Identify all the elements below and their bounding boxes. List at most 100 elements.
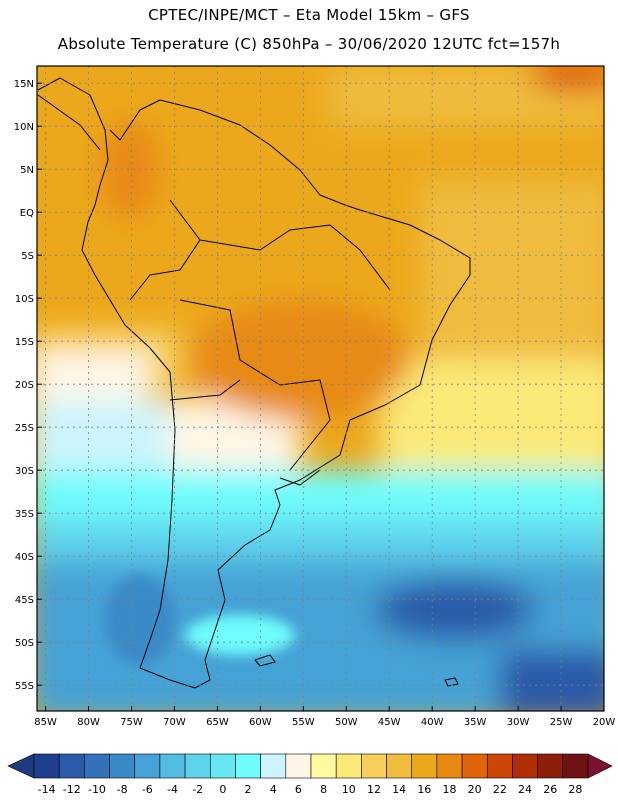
border-uruguay [279,469,321,486]
lon-tick-label: 85W [34,717,57,728]
lon-tick-label: 20W [593,717,616,728]
lat-tick-label: 50S [15,638,34,649]
field-pacific-cream [37,350,150,405]
colorbar-label: 12 [367,783,381,796]
field-atlantic-yellow [380,360,604,480]
colorbar-label: -14 [38,783,56,796]
coastlines [37,77,471,689]
border-central [179,299,331,471]
lon-tick-label: 50W [335,717,358,728]
lat-tick-label: 25S [15,423,34,434]
border-west [129,199,201,301]
lat-tick-label: 30S [15,466,34,477]
title-line-1: CPTEC/INPE/MCT – Eta Model 15km – GFS [148,6,470,24]
colorbar-cell [411,753,438,779]
temperature-field [37,66,604,711]
colorbar-cell [310,753,337,779]
colorbar-label: 20 [468,783,482,796]
lon-tick-label: 55W [292,717,315,728]
lat-tick-label: EQ [20,208,34,219]
colorbar-cells [7,753,613,779]
colorbar-cell [335,753,362,779]
gridlines [37,66,605,711]
colorbar-label: -6 [142,783,153,796]
colorbar-label: 10 [342,783,356,796]
colorbar-label: 14 [392,783,406,796]
field-warm-interior [190,300,410,420]
lat-tick-label: 45S [15,595,34,606]
colorbar-label: -10 [88,783,106,796]
field-chile-cold [105,575,175,665]
lat-tick-label: 15S [15,337,34,348]
colorbar-cell [134,753,161,779]
colorbar-cell [33,753,60,779]
colorbar-label: 16 [417,783,431,796]
colorbar-cell [537,753,564,779]
lat-tick-label: 55S [15,681,34,692]
colorbar-label: 8 [320,783,327,796]
colorbar-cell [235,753,261,779]
colorbar-label: -8 [117,783,128,796]
colorbar-label: -2 [192,783,203,796]
border-north [199,224,391,291]
field-patagonia-cyan [185,615,295,655]
lon-tick-label: 45W [378,717,401,728]
lat-tick-label: 40S [15,552,34,563]
colorbar-cell [285,753,312,779]
colorbar-cell [386,753,413,779]
lon-tick-label: 65W [206,717,229,728]
colorbar-cell [58,753,85,779]
colorbar-cell [159,753,186,779]
lat-tick-label: 15N [14,79,34,90]
falklands [254,654,276,667]
field-pacific-light [37,400,170,480]
colorbar-labels: -14 -12 -10 -8 -6 -4 -2 0 2 4 6 8 10 12 14 16 18 20 22 24 26… [38,783,583,796]
colorbar-label: 28 [568,783,582,796]
colorbar-label: -12 [63,783,81,796]
lon-tick-label: 70W [163,717,186,728]
central-america-coast [37,94,101,151]
lon-tick-label: 40W [421,717,444,728]
lon-tick-label: 35W [464,717,487,728]
lat-tick-label: 35S [15,509,34,520]
colorbar-label: 6 [295,783,302,796]
lon-tick-label: 30W [507,717,530,728]
longitude-labels: 85W 80W 75W 70W 65W 60W 55W 50W 45W 40W 35W 30W 25W 2… [34,706,615,728]
colorbar-cell [486,753,513,779]
lat-tick-label: 10S [15,294,34,305]
colorbar-label: -4 [167,783,178,796]
colorbar-over-arrow [587,753,613,779]
lat-tick-label: 20S [15,380,34,391]
colorbar-label: 24 [518,783,532,796]
colorbar-cell [461,753,488,779]
colorbar-cell [209,753,236,779]
colorbar-cell [84,753,110,779]
colorbar-label: 2 [245,783,252,796]
field-warm-caribbean [530,66,604,93]
colorbar-label: 22 [493,783,507,796]
border-chaco [169,379,241,401]
field-warm-andes [100,120,160,220]
colorbar-under-arrow [7,753,35,779]
title-line-2: Absolute Temperature (C) 850hPa – 30/06/… [57,35,561,53]
lon-tick-label: 75W [120,717,143,728]
colorbar: -14 -12 -10 -8 -6 -4 -2 0 2 4 6 8 10 12 14 16 18 20 22 24 26… [7,753,613,796]
lon-tick-label: 80W [77,717,100,728]
south-america-coast [37,77,471,689]
colorbar-cell [436,753,463,779]
colorbar-label: 18 [443,783,457,796]
colorbar-cell [562,753,589,779]
colorbar-label: 4 [270,783,277,796]
colorbar-cell [184,753,211,779]
colorbar-cell [260,753,287,779]
colorbar-label: 0 [219,783,226,796]
latitude-labels: 15N 10N 5N EQ 5S 10S 15S 20S 25S 30S 35S 40S 45S 50S 5… [14,79,42,692]
lat-tick-label: 10N [14,122,34,133]
south-georgia [444,677,459,687]
colorbar-cell [109,753,136,779]
colorbar-cell [361,753,387,779]
colorbar-cell [512,753,538,779]
lon-tick-label: 60W [249,717,272,728]
field-cold-southeast [500,650,604,711]
lon-tick-label: 25W [550,717,573,728]
